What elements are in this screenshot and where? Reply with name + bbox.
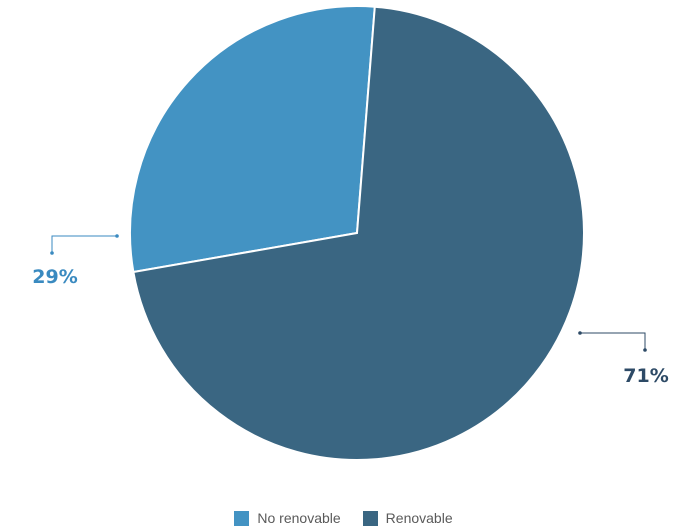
pie-slice-no-renovable: [129, 5, 376, 274]
legend-item-no-renovable: No renovable: [234, 510, 341, 526]
leader-dot: [643, 348, 647, 352]
legend: No renovable Renovable: [0, 508, 687, 528]
leader-line-no-renovable: [51, 235, 117, 253]
legend-swatch-no-renovable: [234, 510, 250, 526]
leader-dot: [578, 331, 582, 335]
leader-line-renovable: [580, 332, 646, 350]
data-label-renovable: 71%: [623, 365, 668, 387]
leader-dot: [115, 234, 119, 238]
legend-item-renovable: Renovable: [362, 510, 453, 526]
pie-slice-renovable: [132, 5, 585, 461]
legend-label-no-renovable: No renovable: [257, 510, 341, 526]
data-label-no-renovable: 29%: [32, 266, 77, 288]
legend-swatch-renovable: [362, 510, 378, 526]
legend-label-renovable: Renovable: [385, 510, 453, 526]
leader-dot: [50, 251, 54, 255]
